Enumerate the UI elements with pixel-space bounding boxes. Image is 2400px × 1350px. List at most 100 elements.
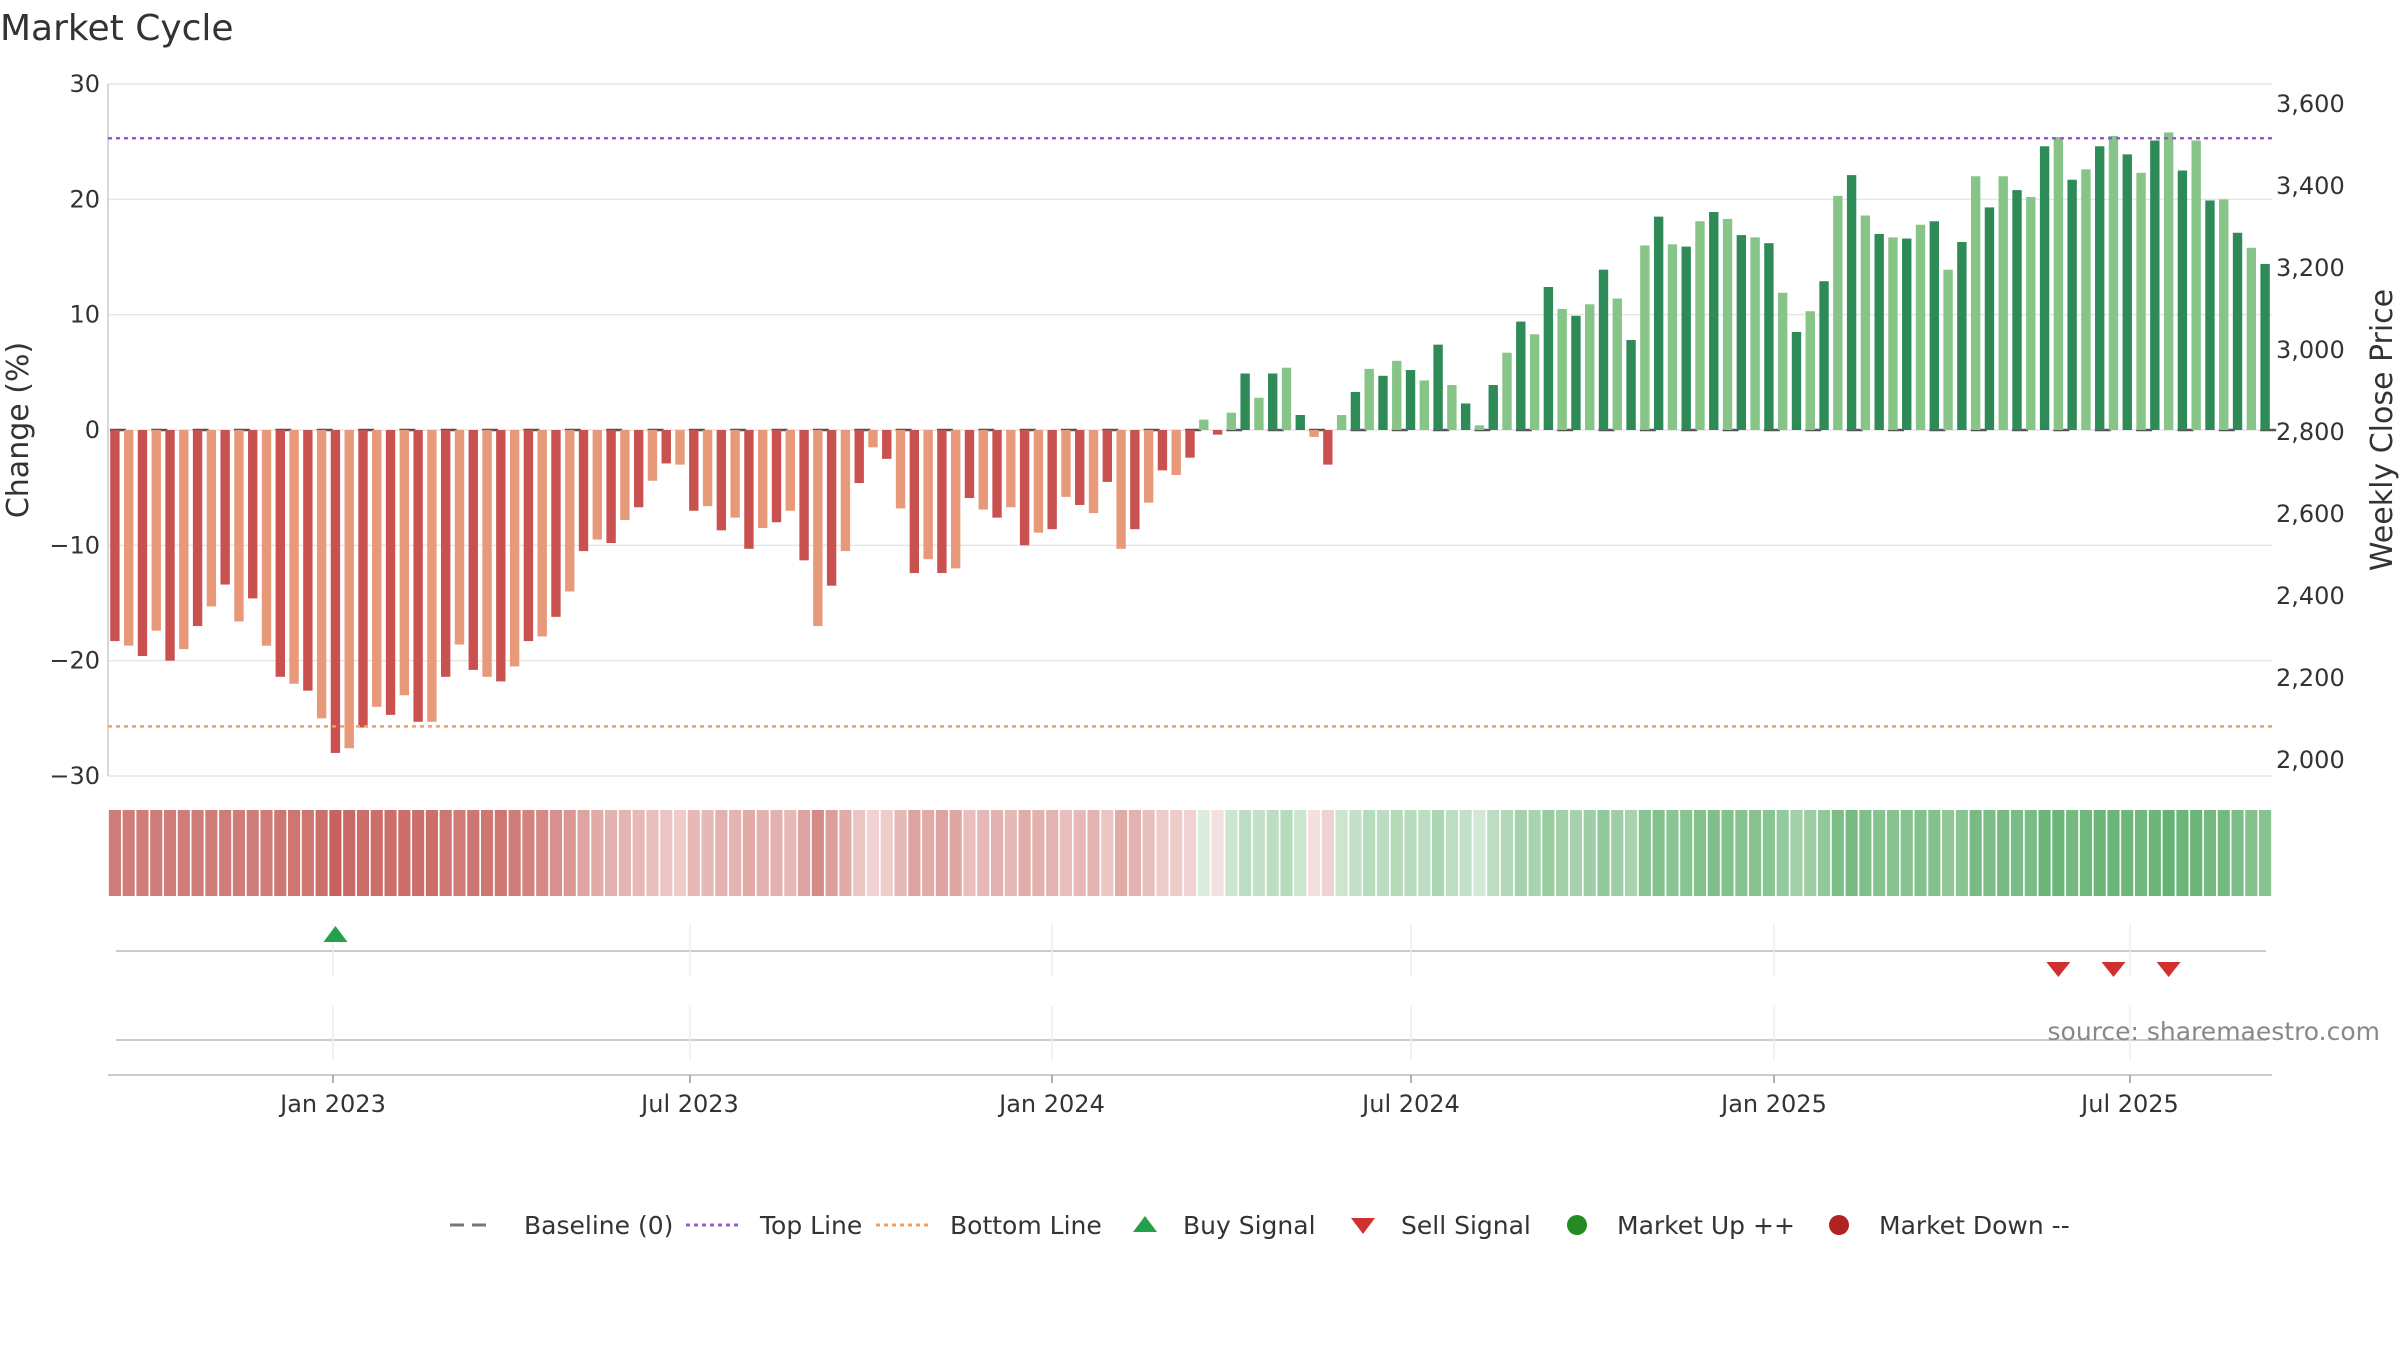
bar [261, 430, 272, 646]
strip-cell [2079, 810, 2092, 896]
legend-label: Baseline (0) [524, 1211, 673, 1240]
strip-cell [853, 810, 866, 896]
bar [1061, 430, 1071, 497]
right-y-axis: 3,600 3,400 3,200 3,000 2,800 2,600 2,400 2,200… [2276, 90, 2345, 774]
bar [895, 430, 906, 509]
bar [909, 430, 920, 574]
strip-cell [1170, 810, 1183, 896]
strip-cell [1845, 810, 1858, 896]
left-tick-label: 30 [69, 70, 100, 98]
bar [523, 430, 534, 642]
legend-item: Market Down -- [1829, 1211, 2070, 1240]
right-tick-label: 2,200 [2276, 664, 2345, 692]
strip-cell [1997, 810, 2010, 896]
chart-title: Market Cycle [0, 8, 234, 49]
left-axis-title: Change (%) [1, 342, 36, 518]
strip-cell [536, 810, 549, 896]
strip-cell [301, 810, 314, 896]
strip-cell [673, 810, 687, 896]
strip-cell [191, 810, 204, 896]
strip-cell [866, 810, 880, 896]
bar [1957, 242, 1967, 430]
bar [882, 430, 892, 459]
market-up-circle-icon [1567, 1215, 1587, 1235]
bar [1143, 430, 1154, 503]
bar [1846, 175, 1857, 430]
bar [482, 430, 492, 677]
strip-cell [1749, 810, 1762, 896]
strip-cell [1680, 810, 1693, 896]
bar [1295, 415, 1305, 430]
legend-label: Buy Signal [1183, 1211, 1316, 1240]
strip-cell [2010, 810, 2024, 896]
bar [1626, 340, 1636, 430]
bar [1281, 367, 1292, 430]
strip-cell [2093, 810, 2106, 896]
bar [2205, 200, 2215, 430]
strip-cell [453, 810, 466, 896]
strip-cell [1404, 810, 1417, 896]
bar [1378, 375, 1388, 430]
strip-cell [315, 810, 328, 896]
strip-cell [1321, 810, 1334, 896]
bar [578, 430, 589, 552]
strip-cell [632, 810, 645, 896]
strip-cell [246, 810, 259, 896]
strip-cell [701, 810, 714, 896]
bar [137, 430, 148, 657]
bar [2067, 179, 2077, 430]
bar [1736, 235, 1747, 430]
strip-cell [412, 810, 425, 896]
bar [275, 430, 285, 677]
bar [1915, 224, 1926, 430]
strip-cell [1059, 810, 1073, 896]
bar [937, 430, 947, 574]
strip-cell [1556, 810, 1569, 896]
strip-cell [1101, 810, 1114, 896]
bar [854, 430, 864, 484]
strip-cell [205, 810, 218, 896]
strip-cell [1156, 810, 1169, 896]
strip-cell [1376, 810, 1390, 896]
bar [661, 430, 671, 464]
bar [1667, 244, 1678, 430]
strip-cell [343, 810, 356, 896]
bar [620, 430, 630, 520]
strip-cell [2148, 810, 2161, 896]
strip-cell [1817, 810, 1831, 896]
strip-cell [108, 810, 121, 896]
left-tick-label: −20 [49, 647, 100, 675]
strip-cell [219, 810, 232, 896]
strip-cell [990, 810, 1004, 896]
bar [2246, 247, 2257, 430]
bar [372, 430, 382, 707]
bar [234, 430, 244, 622]
bar [179, 430, 189, 650]
strip-cell [1046, 810, 1059, 896]
bar [1695, 221, 1705, 430]
strip-cell [384, 810, 397, 896]
strip-cell [811, 810, 824, 896]
strip-cell [784, 810, 797, 896]
strip-cell [508, 810, 521, 896]
strip-cell [1445, 810, 1458, 896]
bar [1888, 237, 1898, 430]
bar [1585, 304, 1595, 430]
bar [427, 430, 437, 722]
bar [385, 430, 396, 715]
strip-cell [1294, 810, 1307, 896]
strip-cell [1142, 810, 1155, 896]
x-tick-label: Jul 2024 [1360, 1090, 1460, 1118]
strip-cell [1886, 810, 1900, 896]
bar [1171, 430, 1181, 475]
strip-cell [1032, 810, 1045, 896]
bar [1240, 373, 1250, 430]
bar [2219, 199, 2229, 430]
strip-cell [1707, 810, 1720, 896]
strip-cell [494, 810, 507, 896]
bar [1033, 430, 1044, 533]
strip-cell [1266, 810, 1279, 896]
bar [1612, 298, 1622, 430]
bar [1474, 425, 1485, 430]
